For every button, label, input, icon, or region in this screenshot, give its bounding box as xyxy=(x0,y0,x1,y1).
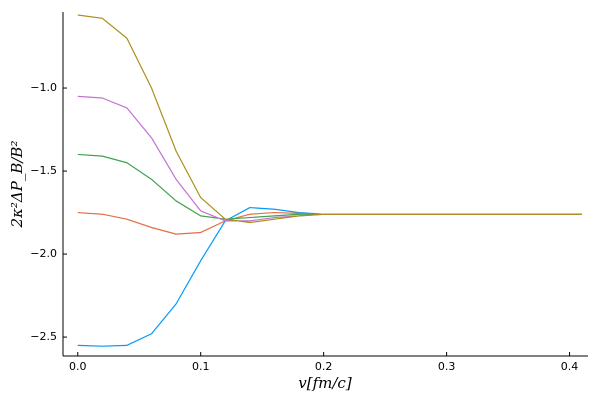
y-tick-label: −1.0 xyxy=(30,81,57,94)
x-tick-label: 0.2 xyxy=(315,360,333,373)
series-line xyxy=(77,211,582,235)
y-tick-label: −2.5 xyxy=(30,330,57,343)
x-tick-label: 0.1 xyxy=(192,360,210,373)
x-axis-title: v[fm/c] xyxy=(298,374,352,392)
x-tick-label: 0.4 xyxy=(561,360,579,373)
series-line xyxy=(77,153,582,220)
y-tick-label: −2.0 xyxy=(30,247,57,260)
y-tick-label: −1.5 xyxy=(30,164,57,177)
series-line xyxy=(77,14,582,224)
x-tick-label: 0.0 xyxy=(69,360,87,373)
x-tick-label: 0.3 xyxy=(438,360,456,373)
series-line xyxy=(77,95,582,222)
y-axis-title: 2κ²ΔP_B/B² xyxy=(8,141,26,229)
